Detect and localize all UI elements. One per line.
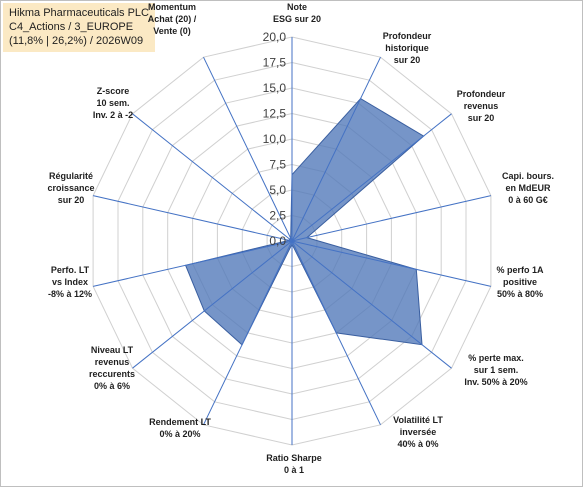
series-area-0 (184, 97, 425, 346)
category-label-line: Capi. bours. (502, 171, 554, 181)
category-label-line: sur 20 (394, 55, 421, 65)
category-label-line: positive (503, 277, 537, 287)
tick-label-7: 17,5 (263, 56, 287, 70)
category-label-7: Ratio Sharpe 0 à 1 (266, 453, 322, 475)
tick-label-6: 15,0 (263, 81, 287, 95)
axis-spoke-5 (291, 240, 452, 369)
category-label-line: Profondeur (457, 89, 506, 99)
axis-spoke-8 (203, 240, 293, 426)
portfolio-path: C4_Actions / 3_EUROPE (9, 21, 134, 33)
category-label-line: sur 20 (58, 195, 85, 205)
axis-spoke-1 (291, 56, 381, 242)
axis-spoke-13 (203, 56, 293, 242)
category-label-line: 0% à 6% (94, 381, 130, 391)
axis-spoke-12 (132, 113, 293, 242)
category-label-13: Momentum Achat (20) / Vente (0) (148, 2, 197, 36)
category-labels: Note ESG sur 20 Profondeur historique sur 20… (47, 2, 554, 475)
category-label-line: % perfo 1A (496, 265, 544, 275)
category-label-line: revenus (95, 357, 130, 367)
category-label-11: Régularité croissance sur 20 (47, 171, 94, 205)
category-label-line: Inv. 50% à 20% (464, 377, 527, 387)
tick-label-5: 12,5 (263, 107, 287, 121)
category-label-0: Note ESG sur 20 (273, 2, 321, 24)
category-label-9: Niveau LT revenus reccurents 0% à 6% (89, 345, 135, 391)
category-label-line: Vente (0) (153, 26, 191, 36)
tick-label-3: 7,5 (269, 158, 286, 172)
category-label-line: Perfo. LT (51, 265, 90, 275)
category-label-line: 50% à 80% (497, 289, 543, 299)
category-label-line: 10 sem. (96, 98, 129, 108)
category-label-line: croissance (47, 183, 94, 193)
category-label-2: Profondeur revenus sur 20 (457, 89, 506, 123)
category-label-line: Régularité (49, 171, 93, 181)
axis-spoke-3 (291, 195, 492, 242)
category-label-line: -8% à 12% (48, 289, 92, 299)
company-name: Hikma Pharmaceuticals PLC (9, 7, 149, 19)
tick-label-8: 20,0 (263, 30, 287, 44)
tick-label-2: 5,0 (269, 183, 286, 197)
category-label-line: 0 à 1 (284, 465, 304, 475)
category-label-line: Note (287, 2, 307, 12)
category-label-line: vs Index (52, 277, 88, 287)
category-label-1: Profondeur historique sur 20 (383, 31, 432, 65)
radar-axes (92, 37, 492, 445)
category-label-3: Capi. bours. en MdEUR 0 à 60 G€ (502, 171, 554, 205)
radial-tick-labels: 0,0 2,5 5,0 7,5 10,0 12,5 15,0 17,5 20,0 (263, 30, 287, 248)
category-label-line: Inv. 2 à -2 (93, 110, 133, 120)
category-label-8: Rendement LT 0% à 20% (149, 417, 211, 439)
category-label-line: sur 20 (468, 113, 495, 123)
category-label-line: Achat (20) / (148, 14, 197, 24)
category-label-line: 0 à 60 G€ (508, 195, 548, 205)
category-label-line: historique (385, 43, 429, 53)
category-label-line: Profondeur (383, 31, 432, 41)
category-label-line: Niveau LT (91, 345, 134, 355)
category-label-4: % perfo 1A positive 50% à 80% (496, 265, 544, 299)
tick-label-4: 10,0 (263, 132, 287, 146)
axis-spoke-9 (132, 240, 293, 369)
category-label-line: Z-score (97, 86, 130, 96)
axis-spoke-11 (92, 195, 293, 242)
axis-spoke-4 (291, 240, 492, 287)
radar-series (184, 97, 425, 346)
category-label-line: sur 1 sem. (474, 365, 519, 375)
axis-spoke-6 (291, 240, 381, 426)
category-label-line: Ratio Sharpe (266, 453, 322, 463)
category-label-line: Momentum (148, 2, 196, 12)
category-label-line: inversée (400, 427, 437, 437)
category-label-10: Perfo. LT vs Index -8% à 12% (48, 265, 92, 299)
category-label-6: Volatilité LT inversée 40% à 0% (393, 415, 443, 449)
tick-label-0: 0,0 (269, 234, 286, 248)
category-label-line: 40% à 0% (397, 439, 438, 449)
category-label-line: 0% à 20% (159, 429, 200, 439)
chart-title-box: Hikma Pharmaceuticals PLC C4_Actions / 3… (3, 3, 155, 52)
category-label-line: Volatilité LT (393, 415, 443, 425)
category-label-line: en MdEUR (506, 183, 552, 193)
category-label-line: % perte max. (468, 353, 524, 363)
category-label-line: ESG sur 20 (273, 14, 321, 24)
tick-label-1: 2,5 (269, 209, 286, 223)
axis-spoke-10 (92, 240, 293, 287)
category-label-12: Z-score 10 sem. Inv. 2 à -2 (93, 86, 133, 120)
category-label-5: % perte max. sur 1 sem. Inv. 50% à 20% (464, 353, 527, 387)
score-week: (11,8% | 26,2%) / 2026W09 (9, 35, 144, 47)
axis-spoke-2 (291, 113, 452, 242)
category-label-line: Rendement LT (149, 417, 211, 427)
category-label-line: reccurents (89, 369, 135, 379)
category-label-line: revenus (464, 101, 499, 111)
